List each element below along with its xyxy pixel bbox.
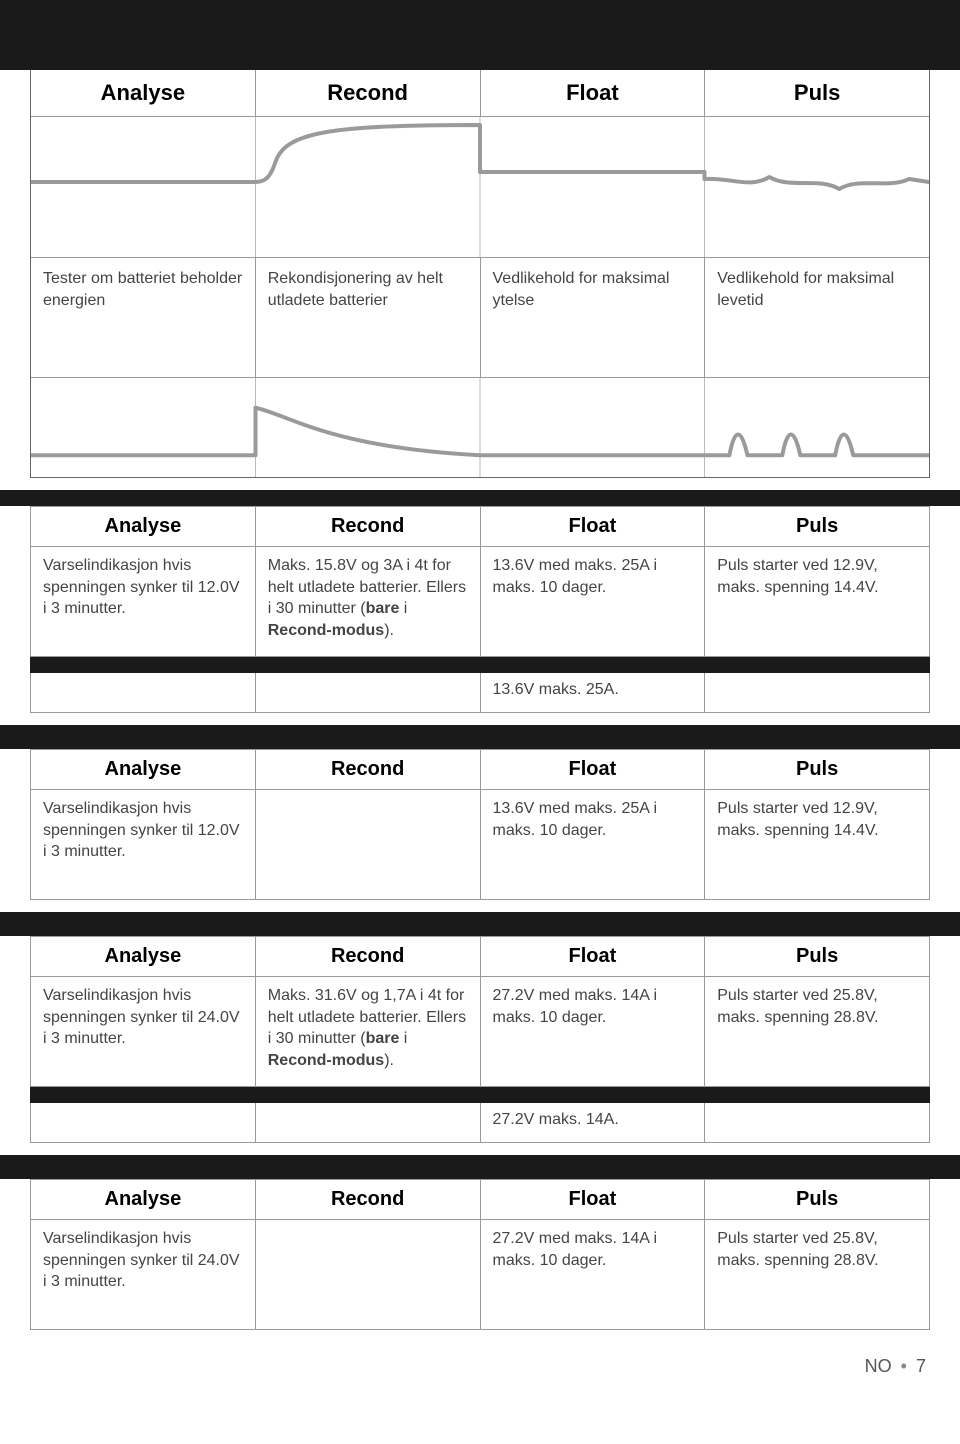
gap-1 bbox=[0, 490, 960, 506]
t3-r1c3: 27.2V med maks. 14A i maks. 10 dager. bbox=[480, 977, 705, 1087]
stage-header-puls: Puls bbox=[705, 70, 929, 117]
page-footer: NO • 7 bbox=[30, 1342, 930, 1377]
stage-header-recond: Recond bbox=[256, 70, 481, 117]
t1-h2: Recond bbox=[255, 506, 480, 547]
footer-lang: NO bbox=[865, 1356, 892, 1376]
description-row: Tester om batteriet beholder energien Re… bbox=[31, 257, 929, 377]
t2-r1c3: 13.6V med maks. 25A i maks. 10 dager. bbox=[480, 790, 705, 900]
t3-h4: Puls bbox=[704, 936, 930, 977]
spec-table-3: Analyse Recond Float Puls Varselindikasj… bbox=[30, 936, 930, 1143]
stage-headers: Analyse Recond Float Puls bbox=[31, 70, 929, 117]
spec-table-4: Analyse Recond Float Puls Varselindikasj… bbox=[30, 1179, 930, 1330]
t4-r1c1: Varselindikasjon hvis spenningen synker … bbox=[30, 1220, 255, 1330]
t1-r2c2 bbox=[255, 673, 480, 713]
gap-3 bbox=[0, 912, 960, 936]
t3-r2c4 bbox=[704, 1103, 930, 1143]
t4-h1: Analyse bbox=[30, 1179, 255, 1220]
top-band bbox=[0, 0, 960, 70]
desc-puls: Vedlikehold for maksimal levetid bbox=[705, 257, 929, 377]
t4-h4: Puls bbox=[704, 1179, 930, 1220]
page: Analyse Recond Float Puls Tester om batt… bbox=[0, 0, 960, 1397]
footer-dot: • bbox=[901, 1356, 907, 1376]
t4-r1c4: Puls starter ved 25.8V, maks. spenning 2… bbox=[704, 1220, 930, 1330]
gap-4 bbox=[0, 1155, 960, 1179]
t3-h1: Analyse bbox=[30, 936, 255, 977]
t3-r2c1 bbox=[30, 1103, 255, 1143]
t1-h1: Analyse bbox=[30, 506, 255, 547]
gap-t1 bbox=[30, 657, 930, 673]
t1-r2c4 bbox=[704, 673, 930, 713]
t1-h4: Puls bbox=[704, 506, 930, 547]
desc-analyse: Tester om batteriet beholder energien bbox=[31, 257, 256, 377]
t4-r1c2 bbox=[255, 1220, 480, 1330]
t3-r2c3: 27.2V maks. 14A. bbox=[480, 1103, 705, 1143]
t3-r1c2: Maks. 31.6V og 1,7A i 4t for helt utlade… bbox=[255, 977, 480, 1087]
spec-table-1: Analyse Recond Float Puls Varselindikasj… bbox=[30, 506, 930, 713]
t3-r1c4: Puls starter ved 25.8V, maks. spenning 2… bbox=[704, 977, 930, 1087]
gap-t3 bbox=[30, 1087, 930, 1103]
t2-r1c2 bbox=[255, 790, 480, 900]
footer-page-number: 7 bbox=[916, 1356, 926, 1376]
t1-r2c3: 13.6V maks. 25A. bbox=[480, 673, 705, 713]
t1-r1c1: Varselindikasjon hvis spenningen synker … bbox=[30, 547, 255, 657]
t3-r2c2 bbox=[255, 1103, 480, 1143]
t2-h1: Analyse bbox=[30, 749, 255, 790]
t1-r1c2: Maks. 15.8V og 3A i 4t for helt utladete… bbox=[255, 547, 480, 657]
upper-curve-chart bbox=[31, 117, 929, 257]
spec-table-2: Analyse Recond Float Puls Varselindikasj… bbox=[30, 749, 930, 900]
t3-h2: Recond bbox=[255, 936, 480, 977]
t2-h2: Recond bbox=[255, 749, 480, 790]
desc-float: Vedlikehold for maksimal ytelse bbox=[481, 257, 706, 377]
t1-r1c4: Puls starter ved 12.9V, maks. spenning 1… bbox=[704, 547, 930, 657]
gap-2 bbox=[0, 725, 960, 749]
t4-h3: Float bbox=[480, 1179, 705, 1220]
stage-header-analyse: Analyse bbox=[31, 70, 256, 117]
desc-recond: Rekondisjonering av helt utladete batter… bbox=[256, 257, 481, 377]
stage-header-float: Float bbox=[481, 70, 706, 117]
lower-curve-chart bbox=[31, 377, 929, 477]
t2-r1c4: Puls starter ved 12.9V, maks. spenning 1… bbox=[704, 790, 930, 900]
t3-r1c1: Varselindikasjon hvis spenningen synker … bbox=[30, 977, 255, 1087]
t1-r1c3: 13.6V med maks. 25A i maks. 10 dager. bbox=[480, 547, 705, 657]
t1-h3: Float bbox=[480, 506, 705, 547]
t4-h2: Recond bbox=[255, 1179, 480, 1220]
t1-r2c1 bbox=[30, 673, 255, 713]
t2-h3: Float bbox=[480, 749, 705, 790]
t2-h4: Puls bbox=[704, 749, 930, 790]
t3-h3: Float bbox=[480, 936, 705, 977]
diagram-block: Analyse Recond Float Puls Tester om batt… bbox=[30, 70, 930, 478]
t2-r1c1: Varselindikasjon hvis spenningen synker … bbox=[30, 790, 255, 900]
t4-r1c3: 27.2V med maks. 14A i maks. 10 dager. bbox=[480, 1220, 705, 1330]
